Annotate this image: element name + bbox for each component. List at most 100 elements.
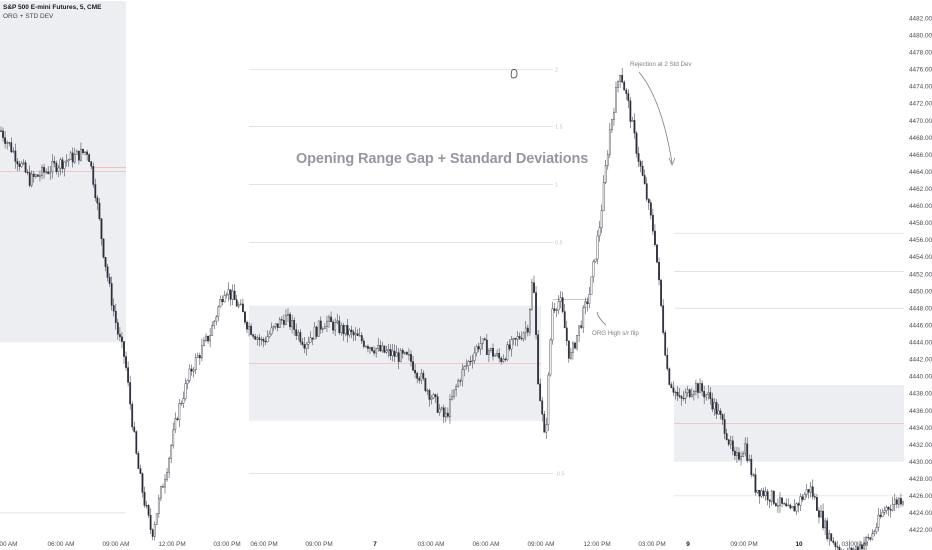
candle-body <box>330 316 332 323</box>
candle-body <box>350 329 353 333</box>
candle-body <box>699 383 701 393</box>
candle-body <box>647 199 650 203</box>
candle-body <box>309 337 312 343</box>
candle-body <box>455 386 457 391</box>
candle-body <box>328 316 330 322</box>
candle-body <box>740 456 742 460</box>
time-tick-label: 06:00 AM <box>47 541 74 548</box>
candle-body <box>65 160 68 163</box>
candle-body <box>285 315 287 325</box>
candle-body <box>26 171 29 174</box>
candle-body <box>422 372 425 379</box>
candle-body <box>55 162 58 172</box>
candle-body <box>770 490 773 502</box>
candle-body <box>391 350 394 357</box>
candle-body <box>416 372 419 379</box>
candle-body <box>543 413 546 433</box>
candle-body <box>492 347 494 357</box>
candle-body <box>131 403 134 428</box>
candle-body <box>266 336 269 343</box>
price-tick-label: 4466.00 <box>909 152 932 159</box>
candle-body <box>670 384 673 389</box>
candle-body <box>473 352 476 361</box>
candle-body <box>92 166 95 185</box>
candle-body <box>459 380 462 382</box>
candle-body <box>256 337 259 340</box>
std-dev-label: 1.5 <box>555 125 563 131</box>
candle-body <box>816 497 818 511</box>
candle-body <box>112 305 115 312</box>
candle-body <box>879 514 882 517</box>
candle-body <box>623 81 626 91</box>
candle-body <box>367 346 369 349</box>
candle-body <box>289 314 291 328</box>
candle-body <box>861 544 863 550</box>
candle-body <box>701 383 704 392</box>
candle-body <box>836 546 839 548</box>
candle-body <box>377 345 380 349</box>
candle-body <box>403 352 406 354</box>
candle-body <box>717 410 720 415</box>
candle-body <box>137 453 140 469</box>
candle-body <box>748 458 751 461</box>
candle-body <box>832 540 835 543</box>
candle-body <box>147 505 150 516</box>
candle-body <box>440 407 443 410</box>
candle-body <box>108 277 111 284</box>
candle-body <box>297 332 300 336</box>
candle-body <box>508 344 511 350</box>
price-candles <box>0 67 904 550</box>
candle-body <box>805 489 808 495</box>
candle-body <box>110 283 113 306</box>
candle-body <box>342 325 345 335</box>
candle-body <box>293 320 296 330</box>
candle-body <box>760 490 763 497</box>
candle-body <box>801 496 804 500</box>
candle-body <box>565 327 568 342</box>
candle-body <box>799 496 802 506</box>
candle-body <box>715 402 718 415</box>
candle-body <box>6 142 9 144</box>
candle-body <box>379 345 382 352</box>
time-tick-label: 03:00 AM <box>417 541 444 548</box>
candle-body <box>758 490 761 497</box>
candle-body <box>12 150 15 153</box>
candle-body <box>481 338 484 344</box>
annotation-arrows <box>510 69 676 326</box>
cursor-icon <box>510 69 518 79</box>
candle-body <box>373 350 375 354</box>
candle-body <box>69 152 72 160</box>
candle-body <box>190 368 193 372</box>
candle-body <box>90 161 93 167</box>
candle-body <box>887 507 890 510</box>
candle-body <box>529 309 531 333</box>
candle-body <box>789 504 792 509</box>
rejection-annotation: Rejection at 2 Std Dev <box>630 61 692 68</box>
candle-body <box>461 369 464 382</box>
candle-body <box>63 161 66 169</box>
candle-body <box>871 533 874 540</box>
candle-body <box>877 514 880 528</box>
candle-body <box>182 398 185 404</box>
price-tick-label: 4464.00 <box>909 169 932 176</box>
candle-body <box>157 497 160 514</box>
candle-body <box>30 173 33 186</box>
candle-body <box>768 499 771 502</box>
candle-body <box>4 137 7 144</box>
std-dev-label: 2 <box>555 67 558 73</box>
candle-body <box>703 391 706 398</box>
candle-body <box>88 154 91 162</box>
candle-body <box>22 162 25 164</box>
candle-body <box>114 310 117 323</box>
candle-body <box>276 323 279 328</box>
candle-body <box>141 473 144 493</box>
candle-body <box>828 533 831 540</box>
candle-body <box>49 171 52 174</box>
candle-body <box>51 161 54 173</box>
candle-body <box>477 346 480 350</box>
candle-body <box>8 142 11 144</box>
candle-body <box>676 391 679 396</box>
candle-body <box>809 486 812 493</box>
price-tick-label: 4460.00 <box>909 203 932 210</box>
